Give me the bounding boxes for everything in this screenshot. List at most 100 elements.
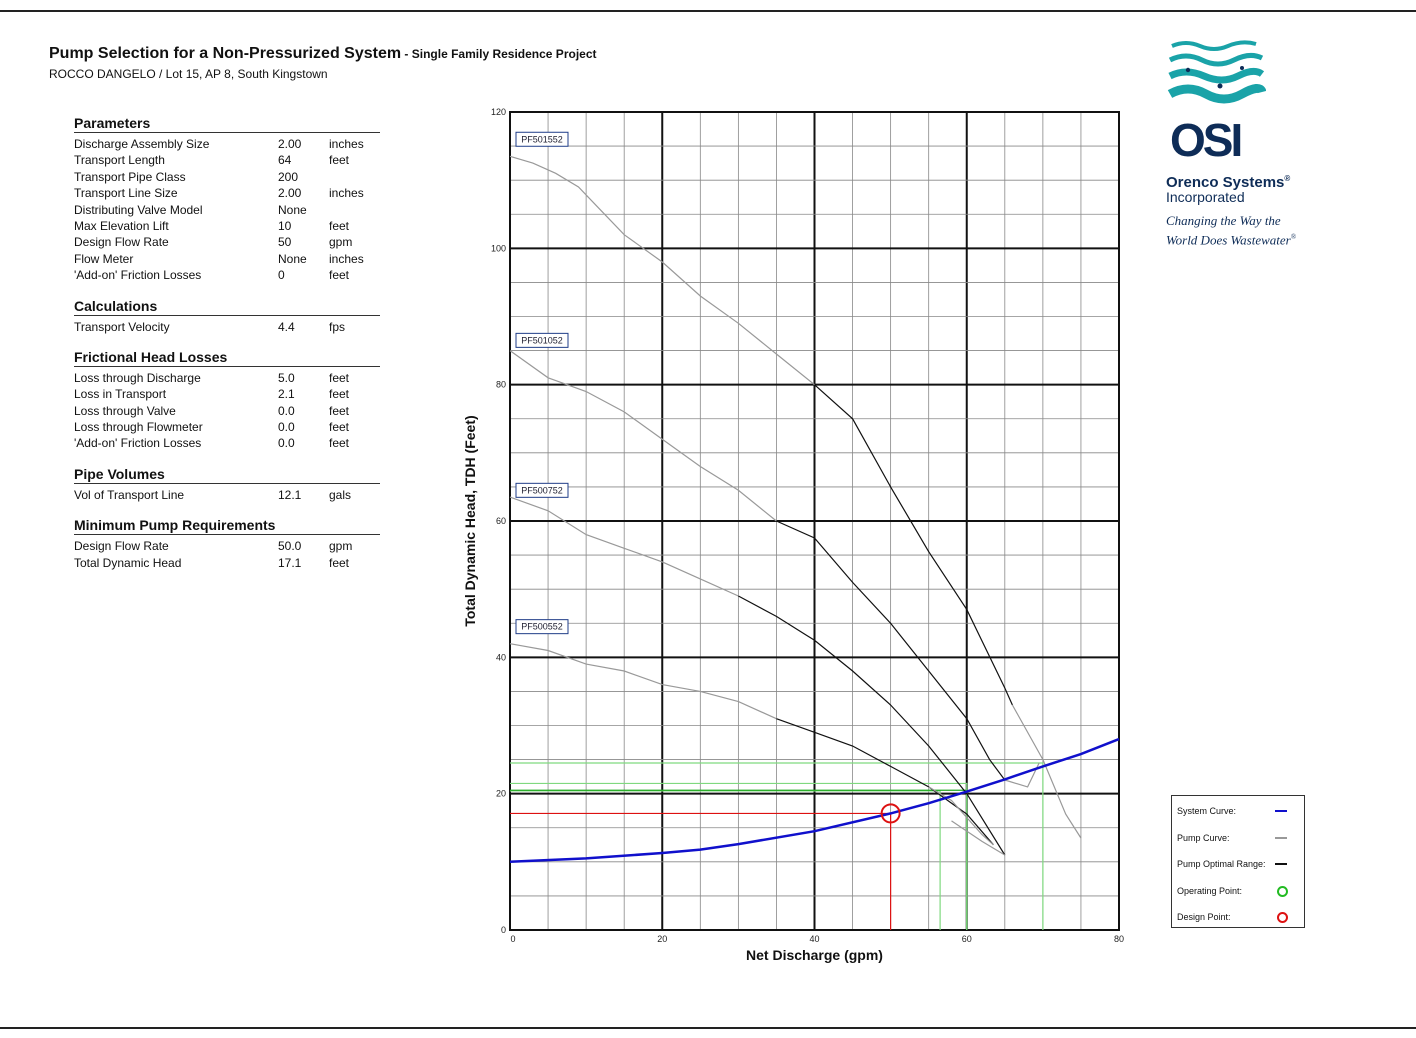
param-label: Transport Pipe Class	[74, 169, 186, 184]
report-subtitle: ROCCO DANGELO / Lot 15, AP 8, South King…	[49, 67, 328, 81]
param-row: Transport Velocity 4.4 fps	[74, 319, 384, 335]
legend-line-swatch	[1275, 856, 1289, 872]
param-value: 50.0	[278, 539, 302, 554]
section-calculations: Calculations Transport Velocity 4.4 fps	[74, 298, 384, 335]
logo-tagline-1: Changing the Way the	[1166, 213, 1281, 228]
param-label: Transport Line Size	[74, 186, 178, 201]
y-tick-label: 40	[496, 652, 506, 662]
param-row: Vol of Transport Line 12.1 gals	[74, 487, 384, 503]
param-value: 0	[278, 268, 285, 283]
param-label: Transport Length	[74, 153, 165, 168]
param-unit: inches	[329, 137, 364, 151]
legend-label: Design Point:	[1177, 912, 1231, 922]
param-row: Loss through Valve 0.0 feet	[74, 403, 384, 419]
param-value: None	[278, 251, 307, 266]
logo-registered: ®	[1284, 174, 1291, 183]
param-row: Distributing Valve Model None	[74, 202, 384, 218]
param-unit: feet	[329, 555, 350, 570]
param-row: Total Dynamic Head 17.1 feet	[74, 555, 384, 571]
logo-company-name: Orenco Systems®	[1166, 171, 1336, 190]
param-value: 0.0	[278, 403, 295, 418]
legend-label: Pump Optimal Range:	[1177, 859, 1266, 869]
param-value: 17.1	[278, 555, 302, 570]
pump-curve-tail-pf501552	[1011, 704, 1082, 839]
param-unit: feet	[329, 218, 350, 233]
y-tick-label: 60	[496, 516, 506, 526]
operating-point-guide	[510, 762, 1044, 930]
pump-curve-pf501052	[509, 350, 777, 522]
orenco-logo: OSI Orenco Systems® Incorporated Changin…	[1166, 38, 1336, 248]
param-label: Flow Meter	[74, 251, 134, 266]
logo-tagline-reg: ®	[1290, 233, 1297, 241]
legend-ring-swatch	[1275, 909, 1289, 925]
pump-label-pf501552: PF501552	[521, 134, 563, 144]
param-value: 12.1	[278, 487, 302, 502]
param-label: Design Flow Rate	[74, 539, 169, 554]
param-label: Transport Velocity	[74, 319, 170, 334]
param-unit: inches	[329, 251, 364, 266]
y-axis-label: Total Dynamic Head, TDH (Feet)	[462, 415, 478, 626]
y-tick-label: 0	[501, 925, 506, 935]
pump-optimal-range-pf501552	[814, 384, 1013, 706]
pump-label-pf500752: PF500752	[521, 485, 563, 495]
pump-chart: 0 20 40 60 80 100 120 0 20 40 60 80 Net Discharge (g…	[455, 100, 1145, 970]
param-row: Max Elevation Lift 10 feet	[74, 218, 384, 234]
report-title-main: Pump Selection for a Non-Pressurized Sys…	[49, 45, 402, 62]
param-row: Flow Meter None inches	[74, 251, 384, 267]
param-unit: feet	[329, 403, 350, 418]
pump-curve-pf500752	[509, 496, 739, 597]
param-unit	[329, 202, 384, 218]
y-tick-label: 80	[496, 380, 506, 390]
section-minimum-pump-requirements: Minimum Pump Requirements Design Flow Rat…	[74, 517, 384, 571]
x-tick-label: 20	[657, 934, 667, 944]
legend-item: Pump Curve:	[1177, 830, 1299, 846]
legend-label: System Curve:	[1177, 806, 1237, 816]
param-value: 50	[278, 235, 292, 250]
section-title: Frictional Head Losses	[74, 349, 380, 367]
param-unit: gals	[329, 487, 352, 502]
pump-label-box	[515, 131, 569, 147]
pump-curve-pf500552	[509, 643, 777, 720]
x-tick-label: 80	[1114, 934, 1124, 944]
param-unit: gpm	[329, 539, 353, 554]
param-value: 10	[278, 218, 292, 233]
logo-tagline: Changing the Way the World Does Wastewat…	[1166, 213, 1336, 248]
report-title: Pump Selection for a Non-Pressurized Sys…	[49, 45, 597, 63]
param-row: Design Flow Rate 50.0 gpm	[74, 538, 384, 554]
top-rule	[0, 10, 1416, 12]
param-value: 2.00	[278, 186, 302, 201]
parameters-panel: Parameters Discharge Assembly Size 2.00 inc…	[74, 115, 384, 585]
param-row: Design Flow Rate 50 gpm	[74, 234, 384, 250]
pump-label-pf500552: PF500552	[521, 622, 563, 632]
param-label: Loss in Transport	[74, 387, 167, 402]
param-row: 'Add-on' Friction Losses 0.0 feet	[74, 435, 384, 451]
param-row: Transport Length 64 feet	[74, 152, 384, 168]
logo-incorporated: Incorporated	[1166, 189, 1245, 205]
x-tick-label: 0	[510, 934, 515, 944]
param-value: 64	[278, 153, 292, 168]
param-label: Max Elevation Lift	[74, 218, 169, 233]
legend-item: System Curve:	[1177, 803, 1299, 819]
legend-item: Pump Optimal Range:	[1177, 856, 1299, 872]
section-title: Calculations	[74, 298, 380, 316]
y-tick-label: 20	[496, 789, 506, 799]
pump-curve-tail-pf500552	[928, 786, 994, 846]
section-pipe-volumes: Pipe Volumes Vol of Transport Line 12.1 gal…	[74, 466, 384, 503]
param-unit: inches	[329, 186, 364, 201]
param-value: 0.0	[278, 436, 295, 451]
param-row: Loss through Discharge 5.0 feet	[74, 370, 384, 386]
pump-optimal-range-pf500552	[776, 718, 994, 846]
plot-frame	[509, 111, 1120, 931]
param-row: Discharge Assembly Size 2.00 inches	[74, 136, 384, 152]
param-unit: feet	[329, 387, 350, 402]
chart-legend: System Curve: Pump Curve: Pump Optimal Ran…	[1171, 795, 1305, 928]
param-label: Distributing Valve Model	[74, 202, 203, 217]
param-label: Loss through Flowmeter	[74, 420, 203, 435]
param-unit: feet	[329, 436, 350, 451]
pump-label-pf501052: PF501052	[521, 335, 563, 345]
param-label: 'Add-on' Friction Losses	[74, 268, 202, 283]
section-parameters: Parameters Discharge Assembly Size 2.00 inc…	[74, 115, 384, 284]
system-curve	[509, 737, 1120, 864]
pump-curve-tail-pf501052	[1004, 762, 1040, 788]
param-value: 2.00	[278, 137, 302, 151]
